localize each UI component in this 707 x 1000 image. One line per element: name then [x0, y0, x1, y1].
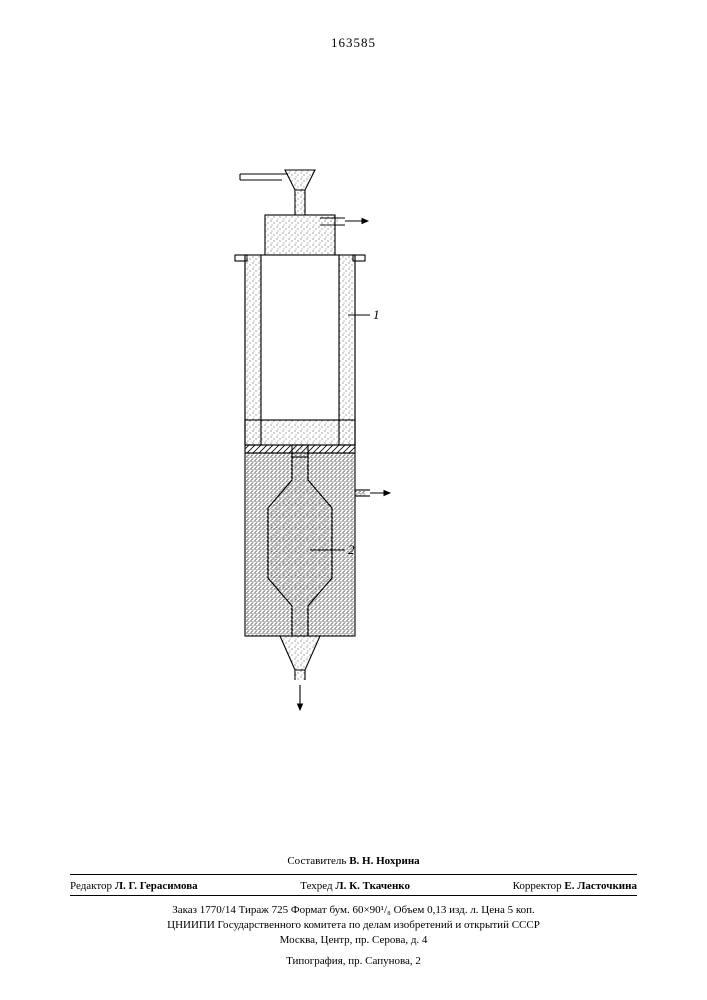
- compiler-line: Составитель В. Н. Нохрина: [0, 855, 707, 867]
- ref-label-1: 1: [373, 307, 380, 322]
- publication-info: Заказ 1770/14 Тираж 725 Формат бум. 60×9…: [70, 903, 637, 948]
- techred: Техред Л. К. Ткаченко: [300, 880, 410, 892]
- editor: Редактор Л. Г. Герасимова: [70, 880, 198, 892]
- typography-line: Типография, пр. Сапунова, 2: [70, 955, 637, 967]
- discharge-cone: [280, 636, 320, 710]
- pubinfo-line2: ЦНИИПИ Государственного комитета по дела…: [70, 918, 637, 933]
- feed-funnel: [240, 170, 315, 215]
- lower-vessel: [245, 445, 390, 636]
- compiler-name: В. Н. Нохрина: [349, 855, 419, 867]
- credits-row: Редактор Л. Г. Герасимова Техред Л. К. Т…: [70, 880, 637, 892]
- upper-vessel: [235, 215, 365, 453]
- pubinfo-line3: Москва, Центр, пр. Серова, д. 4: [70, 933, 637, 948]
- patent-diagram: 1 2: [210, 160, 410, 750]
- rule-bottom: [70, 895, 637, 896]
- pubinfo-line1: Заказ 1770/14 Тираж 725 Формат бум. 60×9…: [70, 903, 637, 918]
- ref-label-2: 2: [348, 542, 355, 557]
- corrector: Корректор Е. Ласточкина: [513, 880, 637, 892]
- rule-top: [70, 874, 637, 875]
- compiler-label: Составитель: [287, 855, 346, 867]
- page-number: 163585: [331, 35, 376, 51]
